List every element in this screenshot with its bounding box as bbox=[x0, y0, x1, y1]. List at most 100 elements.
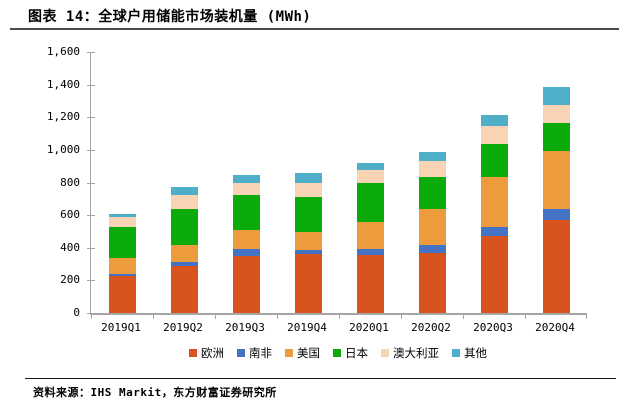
y-axis-tick bbox=[87, 117, 95, 119]
bar-segment-south-africa bbox=[542, 208, 570, 221]
bar-segment-australia bbox=[418, 160, 446, 177]
bar-segment-japan bbox=[418, 176, 446, 210]
bar-segment-others bbox=[108, 214, 136, 218]
y-tick-label: 400 bbox=[60, 240, 80, 254]
bar-segment-japan bbox=[170, 208, 198, 245]
legend-item-others: 其他 bbox=[452, 345, 487, 361]
bar-segment-others bbox=[480, 114, 508, 126]
x-tick-label: 2020Q2 bbox=[411, 321, 451, 334]
bar-segment-usa bbox=[294, 231, 322, 251]
x-axis-tick bbox=[586, 315, 587, 319]
bar-segment-south-africa bbox=[232, 249, 260, 256]
figure-title: 图表 14：全球户用储能市场装机量 (MWh) bbox=[28, 9, 312, 25]
legend-label: 澳大利亚 bbox=[393, 346, 439, 360]
bar-segment-japan bbox=[108, 227, 136, 258]
footer-divider bbox=[25, 378, 616, 379]
y-axis-tick bbox=[87, 313, 95, 314]
bar-2020Q2 bbox=[418, 152, 446, 313]
bar-2019Q1 bbox=[108, 214, 136, 313]
bar-2020Q3 bbox=[480, 114, 508, 313]
legend-label: 欧洲 bbox=[201, 346, 224, 360]
bar-segment-europe bbox=[418, 252, 446, 313]
legend-label: 南非 bbox=[249, 346, 272, 360]
x-tick-label: 2019Q1 bbox=[101, 321, 141, 334]
legend-swatch-europe bbox=[189, 349, 197, 357]
bar-segment-europe bbox=[480, 236, 508, 313]
x-tick-label: 2019Q4 bbox=[287, 321, 327, 334]
legend-item-japan: 日本 bbox=[333, 345, 368, 361]
bar-segment-others bbox=[418, 152, 446, 161]
legend-item-south-africa: 南非 bbox=[237, 345, 272, 361]
bar-segment-south-africa bbox=[108, 274, 136, 277]
legend-item-usa: 美国 bbox=[285, 345, 320, 361]
bar-segment-japan bbox=[356, 182, 384, 222]
y-tick-label: 1,200 bbox=[46, 110, 80, 124]
chart-legend: 欧洲 南非 美国 日本 澳大利亚 其他 bbox=[90, 345, 586, 361]
bar-segment-south-africa bbox=[294, 250, 322, 255]
bar-segment-australia bbox=[542, 105, 570, 124]
legend-item-australia: 澳大利亚 bbox=[381, 345, 439, 361]
y-tick-label: 200 bbox=[60, 273, 80, 287]
bar-segment-south-africa bbox=[170, 262, 198, 266]
x-tick-label: 2020Q4 bbox=[535, 321, 575, 334]
bar-segment-usa bbox=[542, 151, 570, 209]
y-axis-tick bbox=[87, 247, 95, 249]
x-axis-tick bbox=[339, 315, 340, 319]
y-axis-tick bbox=[87, 84, 95, 86]
bar-2019Q4 bbox=[294, 173, 322, 313]
y-axis-tick bbox=[87, 182, 95, 184]
x-tick-label: 2020Q3 bbox=[473, 321, 513, 334]
y-axis-tick bbox=[87, 149, 95, 151]
bar-segment-others bbox=[294, 173, 322, 184]
y-tick-label: 1,000 bbox=[46, 142, 80, 156]
x-axis-tick bbox=[463, 315, 464, 319]
legend-swatch-australia bbox=[381, 349, 389, 357]
y-tick-label: 800 bbox=[60, 175, 80, 189]
bar-segment-japan bbox=[542, 123, 570, 152]
legend-label: 日本 bbox=[345, 346, 368, 360]
bar-segment-japan bbox=[294, 197, 322, 232]
bar-segment-australia bbox=[170, 195, 198, 209]
bar-segment-australia bbox=[356, 169, 384, 183]
title-divider bbox=[10, 28, 619, 30]
bar-2020Q4 bbox=[542, 87, 570, 313]
bar-segment-others bbox=[170, 187, 198, 196]
bar-segment-europe bbox=[542, 220, 570, 313]
bar-segment-japan bbox=[232, 194, 260, 231]
bar-segment-usa bbox=[232, 230, 260, 250]
y-tick-label: 1,600 bbox=[46, 45, 80, 58]
source-note: 资料来源：IHS Markit，东方财富证券研究所 bbox=[33, 386, 277, 399]
bar-segment-south-africa bbox=[356, 249, 384, 256]
x-axis-tick bbox=[277, 315, 278, 319]
x-axis-tick bbox=[153, 315, 154, 319]
bar-segment-australia bbox=[480, 125, 508, 145]
bar-segment-others bbox=[542, 87, 570, 106]
bar-segment-usa bbox=[418, 209, 446, 245]
y-axis-tick bbox=[87, 280, 95, 282]
legend-label: 美国 bbox=[297, 346, 320, 360]
x-tick-label: 2019Q3 bbox=[225, 321, 265, 334]
legend-swatch-south-africa bbox=[237, 349, 245, 357]
bar-segment-others bbox=[232, 174, 260, 184]
bar-segment-europe bbox=[356, 255, 384, 313]
x-axis-tick bbox=[401, 315, 402, 319]
bar-segment-australia bbox=[232, 183, 260, 195]
y-tick-label: 600 bbox=[60, 208, 80, 222]
bar-segment-australia bbox=[108, 217, 136, 228]
bar-segment-others bbox=[356, 163, 384, 170]
x-tick-label: 2019Q2 bbox=[163, 321, 203, 334]
bar-2020Q1 bbox=[356, 163, 384, 313]
legend-item-europe: 欧洲 bbox=[189, 345, 224, 361]
bar-segment-europe bbox=[108, 276, 136, 313]
bar-segment-usa bbox=[108, 257, 136, 275]
x-axis-tick bbox=[91, 315, 92, 319]
legend-swatch-japan bbox=[333, 349, 341, 357]
x-axis-tick bbox=[215, 315, 216, 319]
y-tick-label: 0 bbox=[73, 306, 80, 319]
bar-2019Q3 bbox=[232, 174, 260, 313]
bar-segment-usa bbox=[170, 244, 198, 263]
legend-swatch-others bbox=[452, 349, 460, 357]
bar-segment-australia bbox=[294, 183, 322, 198]
bar-segment-europe bbox=[294, 254, 322, 313]
